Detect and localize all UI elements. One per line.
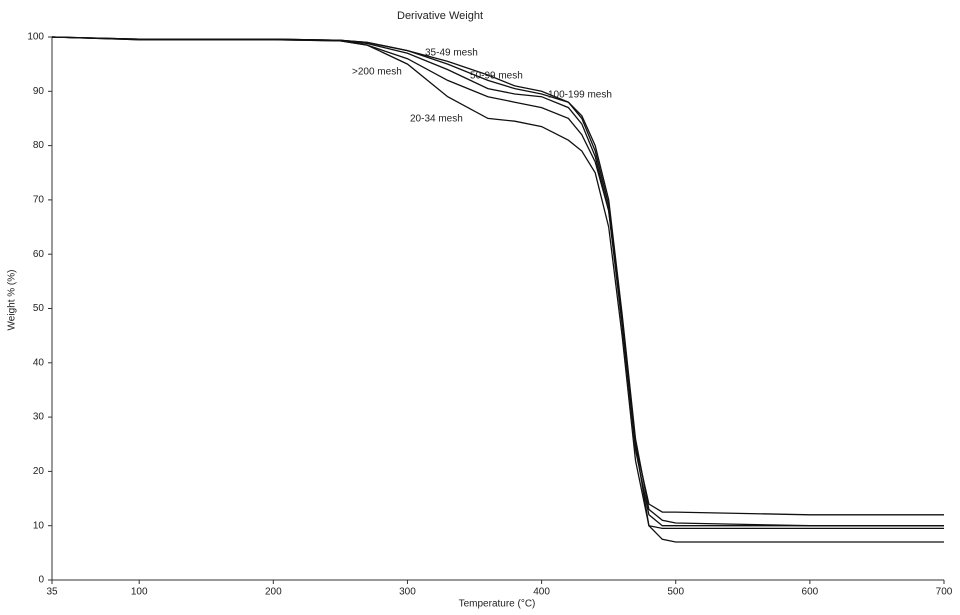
- y-tick-label: 70: [33, 195, 45, 206]
- x-tick-label: 400: [533, 587, 550, 598]
- x-axis-label: Temperature (°C): [459, 599, 536, 610]
- y-tick-label: 100: [27, 32, 44, 43]
- series-line: [52, 37, 944, 526]
- y-tick-label: 90: [33, 86, 45, 97]
- y-tick-label: 10: [33, 520, 45, 531]
- y-axis-label: Weight % (%): [7, 270, 18, 331]
- chart: Derivative Weight Temperature (°C) Weigh…: [0, 0, 960, 615]
- series-label: 35-49 mesh: [425, 48, 478, 59]
- x-tick-label: 35: [46, 587, 58, 598]
- series-label: >200 mesh: [352, 67, 402, 78]
- y-tick-label: 20: [33, 466, 45, 477]
- x-tick-label: 200: [265, 587, 282, 598]
- x-tick-label: 100: [131, 587, 148, 598]
- y-tick-label: 40: [33, 357, 45, 368]
- series-line: [52, 37, 944, 526]
- y-tick-label: 80: [33, 140, 45, 151]
- x-tick-label: 300: [399, 587, 416, 598]
- series-line: [52, 37, 944, 542]
- chart-title: Derivative Weight: [397, 10, 483, 22]
- x-tick-label: 600: [802, 587, 819, 598]
- series-label: 20-34 mesh: [410, 114, 463, 125]
- y-tick-label: 60: [33, 249, 45, 260]
- series-label: 100-199 mesh: [548, 90, 612, 101]
- y-tick-label: 30: [33, 412, 45, 423]
- series-line: [52, 37, 944, 515]
- y-tick-label: 0: [38, 575, 44, 586]
- series-line: [52, 37, 944, 528]
- x-tick-label: 700: [936, 587, 953, 598]
- x-tick-label: 500: [667, 587, 684, 598]
- y-tick-label: 50: [33, 303, 45, 314]
